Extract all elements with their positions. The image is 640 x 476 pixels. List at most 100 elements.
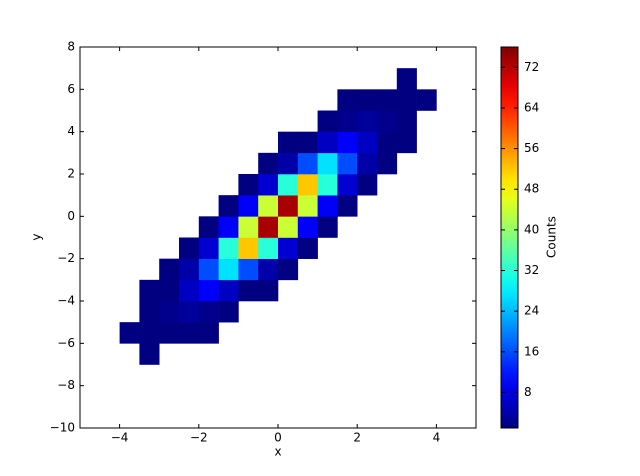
hist-cell — [317, 216, 338, 238]
hist-cell — [396, 110, 417, 132]
y-axis-label: y — [30, 233, 44, 240]
colorbar-tick-label: 32 — [524, 263, 539, 277]
hist-cell — [337, 110, 358, 132]
hist-cell — [179, 258, 200, 281]
hist-cell — [396, 89, 417, 111]
hist-cell — [337, 152, 358, 175]
hist-cell — [278, 195, 299, 217]
x-tick-label: 0 — [274, 431, 282, 445]
hist-cell — [278, 258, 299, 281]
hist-cell — [218, 258, 239, 281]
x-axis-label: x — [274, 445, 281, 459]
colorbar-tick-label: 56 — [524, 141, 539, 155]
colorbar-tick-label: 72 — [524, 60, 539, 74]
x-tick-label: −2 — [190, 431, 208, 445]
hist-cell — [139, 343, 160, 365]
hist-cell — [278, 216, 299, 238]
y-tick-label: 8 — [67, 40, 75, 54]
y-tick-label: −4 — [57, 294, 75, 308]
hist-cell — [238, 279, 259, 302]
hist-cell — [159, 258, 180, 281]
y-tick-label: 2 — [67, 167, 75, 181]
hist-cell — [377, 131, 398, 154]
hist-cell — [357, 152, 378, 175]
hist-cell — [179, 301, 200, 323]
hist-cell — [297, 131, 318, 154]
hist-cell — [238, 258, 259, 281]
hist-cell — [297, 216, 318, 238]
hist-cell — [396, 68, 417, 90]
hist-cell — [179, 322, 200, 344]
hist-cell — [297, 237, 318, 259]
hist-cell — [297, 195, 318, 217]
hist-cell — [238, 216, 259, 238]
colorbar — [500, 46, 519, 429]
hist-cell — [258, 258, 279, 281]
hist-cell — [357, 89, 378, 111]
hist-cell — [218, 301, 239, 323]
hist-cell — [357, 110, 378, 132]
hist-cell — [278, 237, 299, 259]
hist-cell — [198, 279, 219, 302]
y-tick-label: −6 — [57, 336, 75, 350]
hist-cell — [198, 258, 219, 281]
hist-cell — [297, 174, 318, 196]
colorbar-tick-label: 16 — [524, 344, 539, 358]
hist-cell — [337, 89, 358, 111]
hist-cell — [139, 279, 160, 302]
colorbar-tick-label: 64 — [524, 100, 539, 114]
hist-cell — [377, 89, 398, 111]
hist-cell — [377, 110, 398, 132]
hist-cell — [258, 174, 279, 196]
hist-cell — [198, 237, 219, 259]
hist-cell — [218, 216, 239, 238]
hist-cell — [337, 195, 358, 217]
hist-cell — [357, 174, 378, 196]
x-tick-label: 2 — [353, 431, 361, 445]
hist-cell — [258, 216, 279, 238]
hist-cell — [258, 152, 279, 175]
colorbar-tick-label: 40 — [524, 222, 539, 236]
x-tick-label: −4 — [111, 431, 129, 445]
hist-cell — [297, 152, 318, 175]
hist-cell — [218, 195, 239, 217]
hist-cell — [159, 301, 180, 323]
hist-cell — [317, 174, 338, 196]
hist-cell — [119, 322, 140, 344]
colorbar-tick-label: 8 — [524, 385, 532, 399]
hist-cell — [258, 237, 279, 259]
hist-cell — [139, 322, 160, 344]
hist-cell — [258, 195, 279, 217]
y-tick-label: 6 — [67, 82, 75, 96]
hist-cell — [396, 131, 417, 154]
hist-cell — [238, 237, 259, 259]
hist-cell — [377, 152, 398, 175]
hist-cell — [337, 174, 358, 196]
colorbar-tick-label: 48 — [524, 182, 539, 196]
hist-cell — [179, 237, 200, 259]
hist-cell — [317, 152, 338, 175]
hist-cell — [159, 279, 180, 302]
hist-cell — [139, 301, 160, 323]
hist-cell — [179, 279, 200, 302]
hist-cell — [337, 131, 358, 154]
hist-cell — [218, 237, 239, 259]
hist-cell — [159, 322, 180, 344]
y-tick-label: −10 — [50, 421, 75, 435]
y-tick-label: 4 — [67, 124, 75, 138]
hist-cell — [278, 174, 299, 196]
x-tick-label: 4 — [433, 431, 441, 445]
hist-cell — [218, 279, 239, 302]
hist-cell — [317, 195, 338, 217]
hist-cell — [258, 279, 279, 302]
y-tick-label: −8 — [57, 378, 75, 392]
hist-cell — [278, 131, 299, 154]
hist-cell — [198, 216, 219, 238]
hist-cell — [317, 110, 338, 132]
hist-cell — [317, 131, 338, 154]
hist-cell — [416, 89, 437, 111]
hist-cell — [198, 322, 219, 344]
colorbar-tick-label: 24 — [524, 304, 539, 318]
